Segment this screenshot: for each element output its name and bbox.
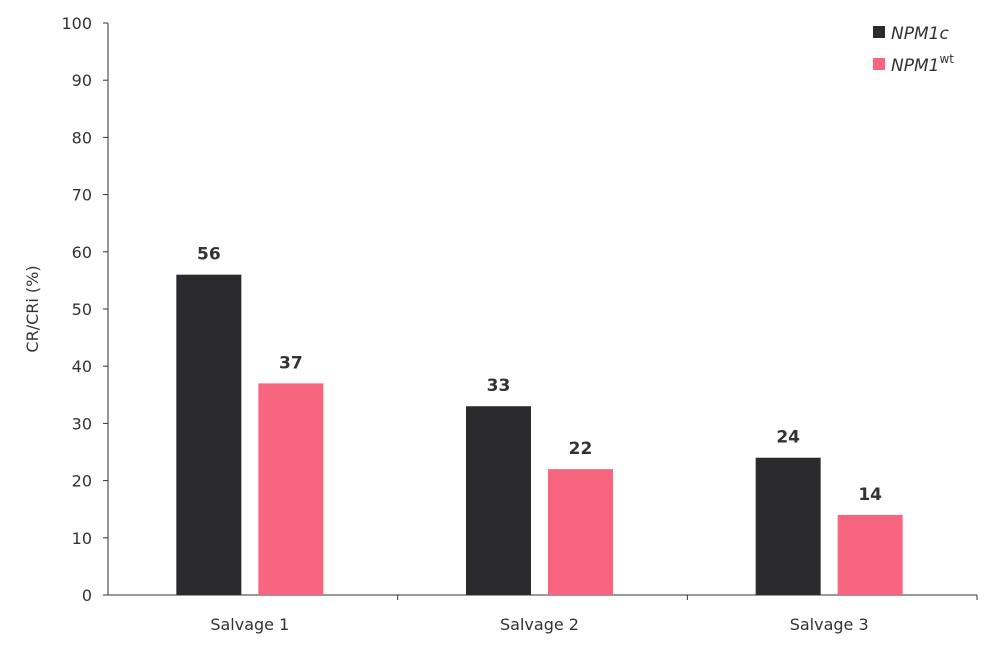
x-tick-label: Salvage 2 xyxy=(500,615,579,634)
axes: 0 10 20 30 40 50 60 70 80 90 100 Salvage 1 Salvage 2… xyxy=(61,14,978,634)
y-axis-label: CR/CRi (%) xyxy=(23,265,42,352)
y-tick-label: 50 xyxy=(72,300,92,319)
y-tick-label: 0 xyxy=(82,586,92,605)
y-tick-label: 100 xyxy=(61,14,92,33)
x-tick-label: Salvage 1 xyxy=(210,615,289,634)
data-label: 14 xyxy=(858,485,882,505)
legend-swatch xyxy=(873,26,885,38)
y-tick-label: 10 xyxy=(72,529,92,548)
y-tick-label: 60 xyxy=(72,243,92,262)
y-tick-label: 70 xyxy=(72,186,92,205)
y-tick-label: 40 xyxy=(72,357,92,376)
bar-NPM1wt-2 xyxy=(548,469,613,595)
y-tick-label: 90 xyxy=(72,71,92,90)
bar-NPM1c-3 xyxy=(755,457,821,595)
data-label: 37 xyxy=(279,353,303,373)
legend-label: NPM1c xyxy=(891,24,949,44)
legend-swatch xyxy=(873,58,885,70)
bar-NPM1c-1 xyxy=(176,274,242,595)
legend-label: NPM1wt xyxy=(891,52,954,76)
data-label: 22 xyxy=(569,439,593,459)
bar-NPM1c-2 xyxy=(466,406,531,595)
data-label: 33 xyxy=(487,376,511,396)
bar-NPM1wt-3 xyxy=(837,514,903,595)
legend: NPM1c NPM1wt xyxy=(873,24,954,76)
bar-NPM1wt-1 xyxy=(258,383,324,595)
y-tick-label: 30 xyxy=(72,414,92,433)
y-tick-label: 20 xyxy=(72,472,92,491)
data-label: 24 xyxy=(776,428,800,448)
data-label: 56 xyxy=(197,245,221,265)
y-tick-label: 80 xyxy=(72,128,92,147)
bars: 56 37 33 22 24 14 xyxy=(176,245,903,595)
x-tick-label: Salvage 3 xyxy=(790,615,869,634)
